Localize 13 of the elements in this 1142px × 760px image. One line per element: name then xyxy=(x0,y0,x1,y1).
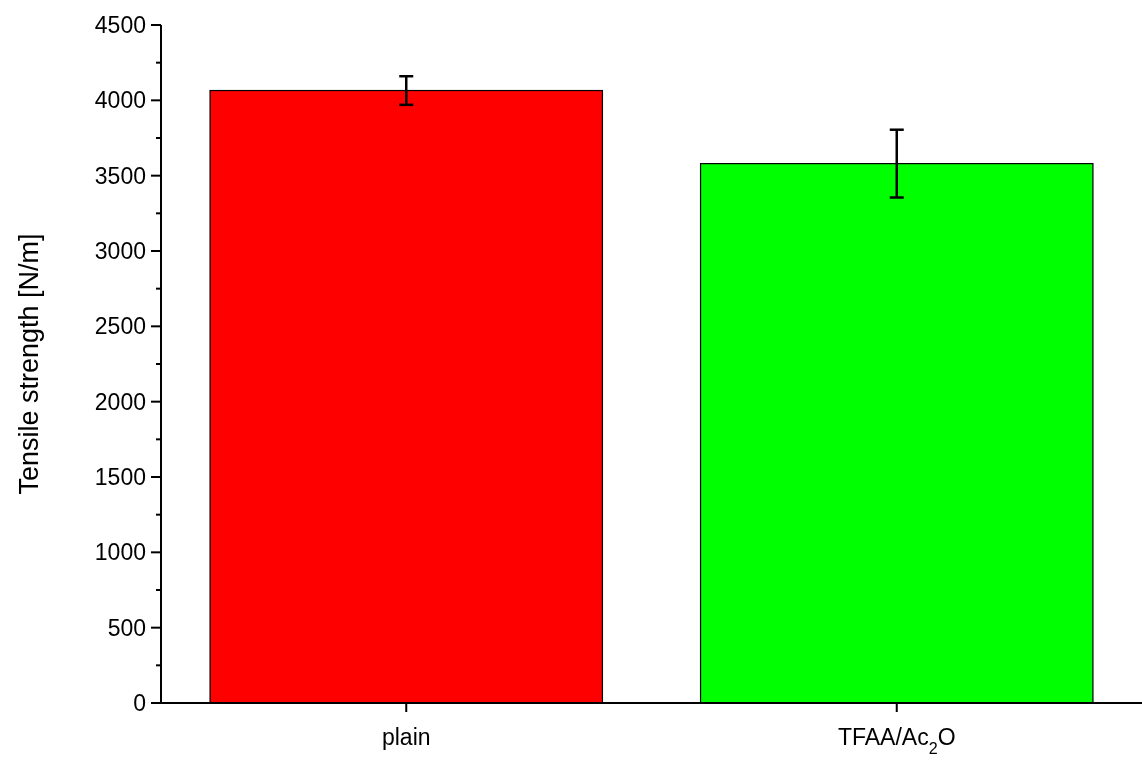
y-tick-label: 2000 xyxy=(94,388,146,415)
y-tick-label: 3000 xyxy=(94,238,146,265)
y-axis-title: Tensile strength [N/m] xyxy=(14,233,44,495)
y-tick-label: 2500 xyxy=(94,313,146,340)
y-tick-label: 1500 xyxy=(94,464,146,491)
y-tick-label: 3500 xyxy=(94,162,146,189)
x-tick-label: TFAA/Ac$_{2}$O xyxy=(837,724,956,757)
x-tick-label: plain xyxy=(381,724,431,750)
y-tick-label: 0 xyxy=(133,690,146,717)
y-tick-label: 1000 xyxy=(94,539,146,566)
y-tick-label: 4000 xyxy=(94,87,146,114)
y-tick-label: 4500 xyxy=(94,12,146,39)
y-tick-label: 500 xyxy=(107,614,146,641)
